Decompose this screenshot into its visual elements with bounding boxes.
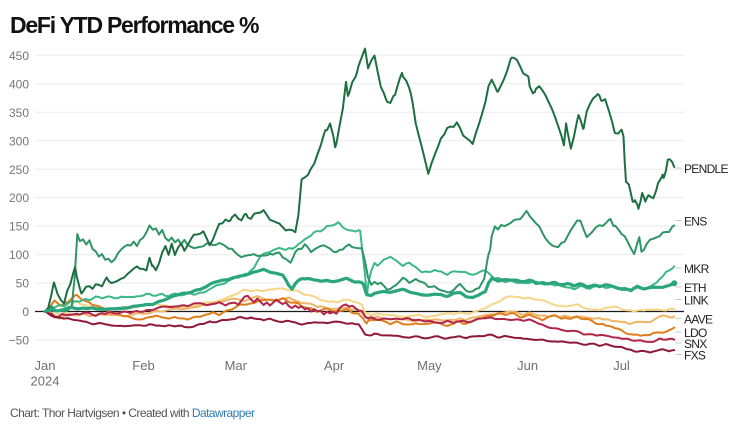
svg-text:LDO: LDO [684,326,707,340]
svg-text:ENS: ENS [684,214,707,228]
svg-text:250: 250 [9,163,29,177]
svg-text:May: May [417,358,442,373]
svg-text:200: 200 [9,191,29,205]
svg-text:450: 450 [9,49,29,63]
svg-text:100: 100 [9,248,29,262]
svg-text:−50: −50 [9,334,30,348]
svg-text:LINK: LINK [684,293,709,307]
svg-text:Apr: Apr [324,358,345,373]
svg-text:Mar: Mar [225,358,248,373]
svg-text:SNX: SNX [684,337,707,351]
svg-text:0: 0 [22,305,29,319]
svg-text:Feb: Feb [132,358,154,373]
svg-text:Jun: Jun [517,358,538,373]
svg-text:MKR: MKR [684,262,710,276]
svg-text:Jan: Jan [35,358,56,373]
svg-text:150: 150 [9,220,29,234]
svg-text:400: 400 [9,77,29,91]
svg-text:Jul: Jul [613,358,630,373]
svg-text:FXS: FXS [684,348,706,362]
svg-text:2024: 2024 [31,374,60,389]
svg-text:PENDLE: PENDLE [684,162,729,176]
svg-text:300: 300 [9,134,29,148]
svg-text:50: 50 [16,277,30,291]
svg-text:ETH: ETH [684,281,706,295]
svg-text:AAVE: AAVE [684,312,713,326]
svg-text:350: 350 [9,106,29,120]
